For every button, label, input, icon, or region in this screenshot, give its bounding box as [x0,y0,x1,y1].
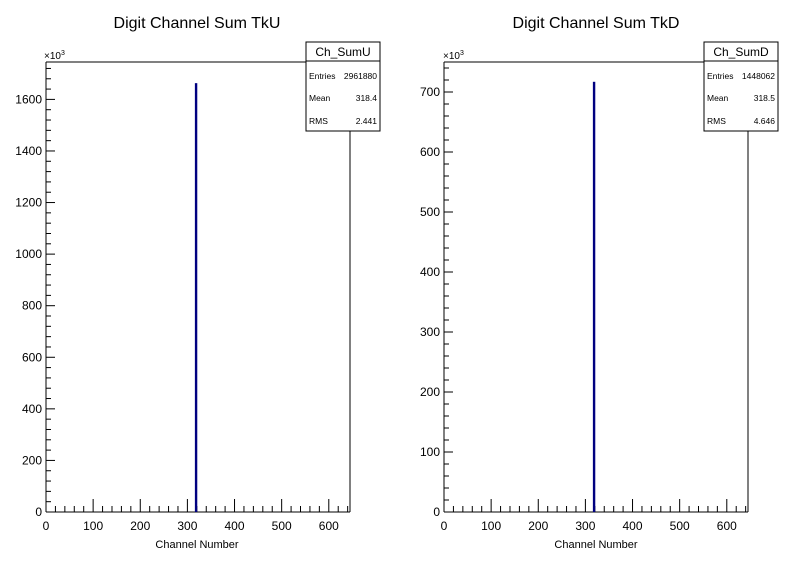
stats-value-mean: 318.4 [356,93,378,103]
x-tick-label: 300 [575,519,595,533]
x-tick-label: 100 [481,519,501,533]
stats-value-entries: 2961880 [344,71,377,81]
stats-box: Ch_SumU Entries 2961880 Mean 318.4 RMS 2… [305,41,381,132]
x-tick-label: 400 [225,519,245,533]
y-tick-label: 100 [420,445,440,459]
stats-histogram-name: Ch_SumU [315,45,370,59]
x-tick-label: 0 [43,519,50,533]
y-tick-label: 200 [420,385,440,399]
x-tick-label: 0 [441,519,448,533]
stats-label-rms: RMS [309,116,328,126]
x-tick-label: 100 [83,519,103,533]
stats-box: Ch_SumD Entries 1448062 Mean 318.5 RMS 4… [703,41,779,132]
y-tick-label: 200 [22,453,42,467]
x-axis-label: Channel Number [554,539,637,551]
stats-value-rms: 4.646 [754,116,776,126]
y-tick-label: 800 [22,299,42,313]
x-tick-label: 200 [528,519,548,533]
x-tick-label: 400 [623,519,643,533]
histogram-panel-tku: Digit Channel Sum TkU Channel Number ×10… [15,15,381,551]
x-tick-label: 600 [319,519,339,533]
y-exponent-label: ×103 [443,50,464,62]
x-tick-label: 300 [177,519,197,533]
y-tick-label: 700 [420,85,440,99]
y-tick-label: 0 [433,505,440,519]
x-tick-label: 500 [670,519,690,533]
y-tick-label: 300 [420,325,440,339]
stats-label-mean: Mean [309,93,331,103]
histogram-panel-tkd: Digit Channel Sum TkD Channel Number ×10… [420,15,779,551]
chart-title: Digit Channel Sum TkD [513,15,680,32]
histogram-bar [592,81,596,513]
stats-box-frame [703,41,779,132]
y-tick-label: 0 [35,505,42,519]
y-tick-label: 600 [420,145,440,159]
stats-box-frame [305,41,381,132]
stats-label-entries: Entries [707,71,733,81]
stats-value-mean: 318.5 [754,93,776,103]
x-axis-label: Channel Number [155,539,238,551]
plot-area: 0 100 200 300 400 500 600 0 200 400 600 800 1000 1200… [15,61,351,533]
x-tick-label: 500 [272,519,292,533]
y-tick-label: 1400 [15,144,42,158]
histogram-bar [194,83,198,513]
y-tick-label: 400 [420,265,440,279]
y-exponent-label: ×103 [44,50,65,62]
stats-histogram-name: Ch_SumD [713,45,769,59]
y-tick-label: 1600 [15,92,42,106]
stats-label-mean: Mean [707,93,729,103]
plot-area: 0 100 200 300 400 500 600 0 100 200 300 400 500 600 70… [420,61,749,533]
y-tick-label: 1200 [15,196,42,210]
x-tick-label: 600 [717,519,737,533]
x-tick-label: 200 [130,519,150,533]
y-tick-label: 1000 [15,247,42,261]
chart-title: Digit Channel Sum TkU [114,15,281,32]
y-tick-label: 500 [420,205,440,219]
y-tick-label: 600 [22,350,42,364]
y-tick-label: 400 [22,402,42,416]
stats-value-entries: 1448062 [742,71,775,81]
stats-value-rms: 2.441 [356,116,378,126]
stats-label-entries: Entries [309,71,335,81]
stats-label-rms: RMS [707,116,726,126]
